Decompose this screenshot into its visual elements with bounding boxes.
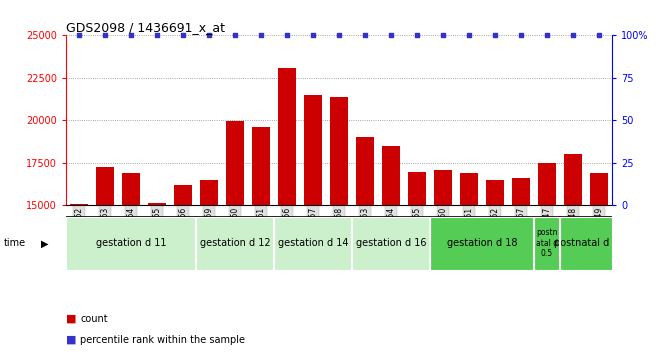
Bar [590, 173, 608, 354]
Bar [486, 180, 504, 354]
Bar [252, 127, 270, 354]
Text: time: time [3, 238, 26, 249]
Point [360, 33, 370, 38]
Bar [564, 154, 582, 354]
Text: ■: ■ [66, 335, 76, 345]
Point [151, 33, 162, 38]
Text: gestation d 12: gestation d 12 [199, 238, 270, 249]
Bar [512, 178, 530, 354]
Point [99, 33, 110, 38]
Bar [70, 204, 88, 354]
Point [386, 33, 396, 38]
Point [542, 33, 552, 38]
Text: gestation d 18: gestation d 18 [447, 238, 517, 249]
Point [255, 33, 266, 38]
Bar [95, 167, 114, 354]
Bar [147, 203, 166, 354]
Point [282, 33, 292, 38]
Bar [200, 180, 218, 354]
Bar [122, 173, 140, 354]
Bar [330, 97, 348, 354]
Point [464, 33, 474, 38]
Text: gestation d 14: gestation d 14 [278, 238, 348, 249]
FancyBboxPatch shape [66, 217, 196, 270]
Point [307, 33, 318, 38]
Text: gestation d 16: gestation d 16 [355, 238, 426, 249]
Text: ▶: ▶ [41, 238, 48, 249]
Bar [460, 173, 478, 354]
Bar [408, 172, 426, 354]
Point [334, 33, 344, 38]
Text: ■: ■ [66, 314, 76, 324]
Bar [538, 163, 556, 354]
Point [568, 33, 578, 38]
FancyBboxPatch shape [196, 217, 274, 270]
FancyBboxPatch shape [352, 217, 430, 270]
FancyBboxPatch shape [534, 217, 560, 270]
Text: percentile rank within the sample: percentile rank within the sample [80, 335, 245, 345]
Bar [304, 95, 322, 354]
FancyBboxPatch shape [274, 217, 352, 270]
Text: GDS2098 / 1436691_x_at: GDS2098 / 1436691_x_at [66, 21, 225, 34]
FancyBboxPatch shape [430, 217, 534, 270]
Point [516, 33, 526, 38]
Point [126, 33, 136, 38]
Point [412, 33, 422, 38]
Bar [356, 137, 374, 354]
FancyBboxPatch shape [560, 217, 612, 270]
Bar [226, 121, 244, 354]
Point [230, 33, 240, 38]
Point [490, 33, 500, 38]
Text: postnatal d 2: postnatal d 2 [553, 238, 619, 249]
Point [203, 33, 214, 38]
Bar [278, 68, 296, 354]
Bar [382, 146, 400, 354]
Text: postn
atal d
0.5: postn atal d 0.5 [536, 228, 558, 258]
Bar [174, 185, 192, 354]
Point [178, 33, 188, 38]
Point [594, 33, 604, 38]
Text: gestation d 11: gestation d 11 [95, 238, 166, 249]
Point [74, 33, 84, 38]
Bar [434, 171, 452, 354]
Text: count: count [80, 314, 108, 324]
Point [438, 33, 448, 38]
